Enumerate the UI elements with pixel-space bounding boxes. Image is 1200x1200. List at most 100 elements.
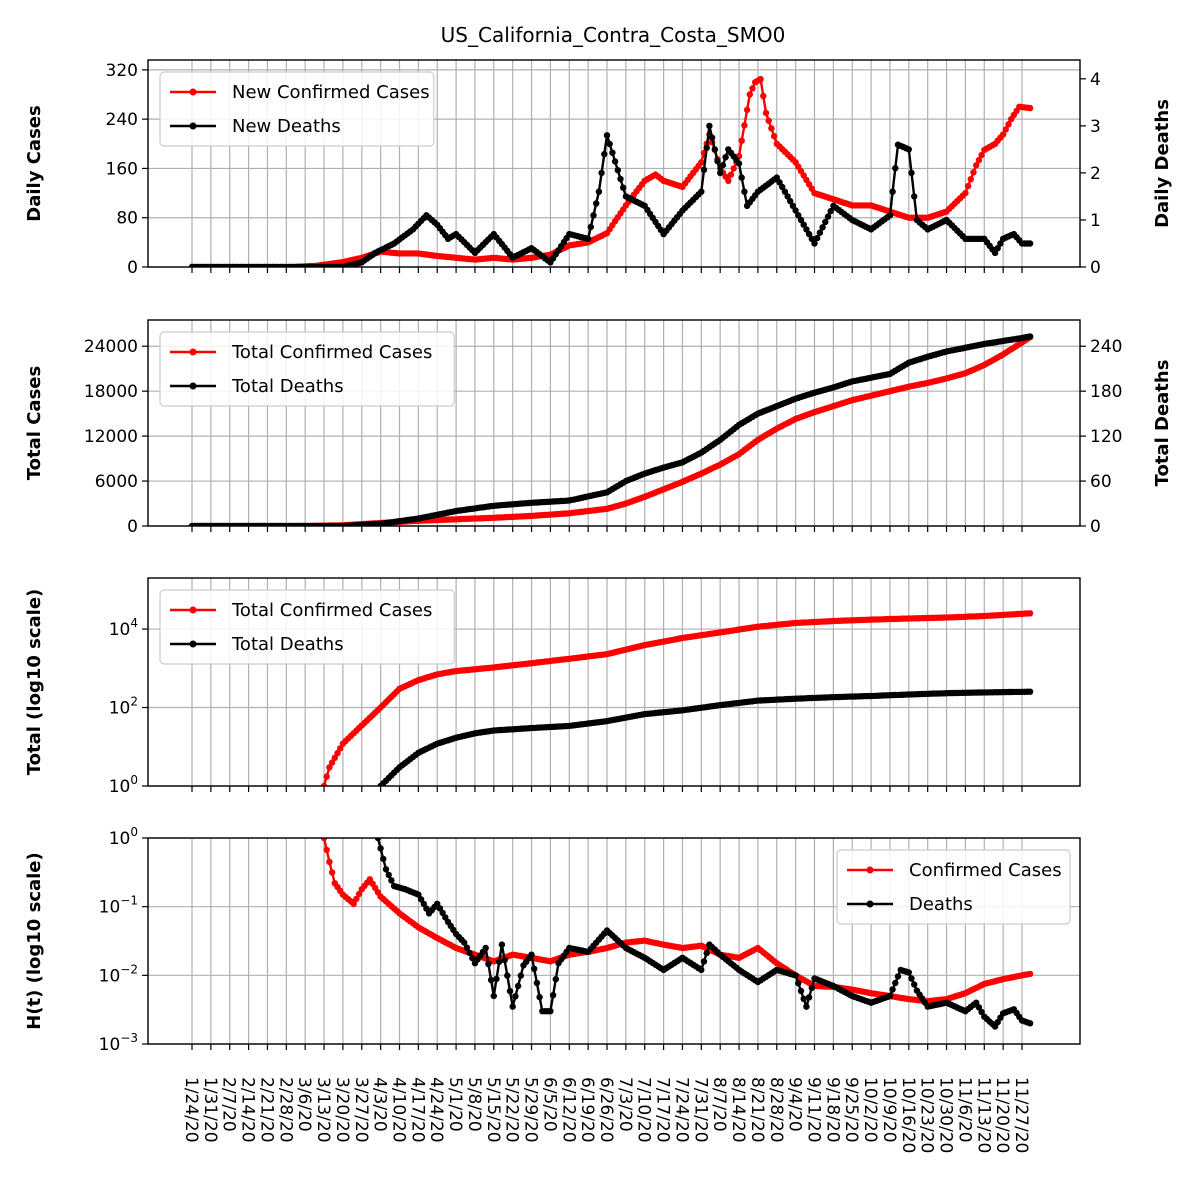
y-right-tick-label: 0 bbox=[1090, 517, 1101, 537]
data-point bbox=[789, 202, 797, 209]
data-point bbox=[698, 966, 705, 974]
legend-swatch-marker bbox=[189, 640, 197, 648]
data-point bbox=[374, 838, 382, 842]
data-point bbox=[975, 157, 983, 164]
y-axis-label-right: Total Deaths bbox=[1152, 360, 1173, 487]
data-point bbox=[741, 122, 748, 129]
x-tick-label: 9/25/20 bbox=[841, 1077, 861, 1143]
data-point bbox=[504, 972, 511, 979]
legend-label: New Confirmed Cases bbox=[232, 82, 430, 103]
data-point bbox=[700, 166, 708, 173]
x-tick-label: 2/7/20 bbox=[219, 1077, 239, 1132]
data-point bbox=[552, 976, 559, 983]
y-tick-label: 10−3 bbox=[99, 1031, 138, 1055]
data-point bbox=[787, 197, 794, 205]
data-point bbox=[606, 140, 613, 148]
data-point bbox=[905, 146, 912, 153]
data-point bbox=[353, 895, 360, 903]
x-tick-label: 8/7/20 bbox=[709, 1077, 729, 1132]
data-point bbox=[420, 900, 427, 908]
legend-swatch-marker bbox=[866, 900, 874, 908]
x-tick-label: 1/31/20 bbox=[200, 1077, 220, 1143]
data-point bbox=[380, 855, 387, 863]
data-point bbox=[964, 182, 972, 190]
data-point bbox=[800, 221, 807, 228]
legend: Total Confirmed Cases Total Deaths bbox=[159, 331, 455, 407]
series-line-1 bbox=[192, 125, 1031, 267]
data-point bbox=[889, 188, 896, 195]
legend: Confirmed Cases Deaths bbox=[836, 849, 1071, 925]
data-point bbox=[493, 975, 500, 983]
data-point bbox=[547, 1008, 554, 1015]
data-point bbox=[512, 993, 519, 1000]
data-point bbox=[601, 150, 608, 158]
data-point bbox=[593, 200, 600, 207]
data-point bbox=[1026, 104, 1034, 112]
data-point bbox=[496, 958, 503, 965]
data-point bbox=[536, 993, 543, 1001]
data-point bbox=[498, 941, 506, 948]
data-point bbox=[757, 75, 764, 83]
axes-frame bbox=[147, 577, 1081, 787]
data-point bbox=[991, 249, 999, 257]
x-tick-label: 6/5/20 bbox=[539, 1077, 559, 1132]
legend-swatch-marker bbox=[189, 88, 197, 96]
data-point bbox=[328, 869, 336, 876]
legend-label: Confirmed Cases bbox=[909, 860, 1062, 881]
y-tick-label: 80 bbox=[116, 209, 138, 229]
data-point bbox=[700, 958, 708, 965]
x-tick-label: 11/13/20 bbox=[973, 1077, 993, 1153]
data-point bbox=[590, 212, 597, 219]
x-tick-label: 6/12/20 bbox=[558, 1077, 578, 1143]
data-point bbox=[698, 188, 705, 195]
data-point bbox=[776, 179, 783, 186]
data-point bbox=[385, 871, 392, 879]
data-point bbox=[808, 984, 815, 992]
y-right-tick-label: 4 bbox=[1090, 70, 1101, 90]
legend-label: Total Deaths bbox=[231, 376, 344, 397]
x-tick-label: 8/21/20 bbox=[747, 1077, 767, 1143]
data-point bbox=[727, 171, 735, 178]
y-right-tick-label: 240 bbox=[1090, 337, 1122, 357]
data-point bbox=[765, 117, 772, 124]
y-right-tick-label: 120 bbox=[1090, 427, 1122, 447]
y-tick-label: 102 bbox=[109, 695, 138, 719]
data-point bbox=[730, 165, 737, 172]
data-point bbox=[595, 188, 603, 195]
data-point bbox=[824, 213, 832, 220]
x-tick-label: 11/6/20 bbox=[954, 1077, 974, 1143]
data-point bbox=[805, 994, 813, 1001]
data-point bbox=[1026, 240, 1034, 247]
data-point bbox=[328, 759, 336, 766]
data-point bbox=[792, 972, 799, 979]
x-tick-label: 9/11/20 bbox=[804, 1077, 824, 1143]
data-point bbox=[803, 1003, 810, 1010]
data-point bbox=[746, 91, 753, 98]
data-point bbox=[463, 944, 471, 951]
x-tick-label: 3/27/20 bbox=[351, 1077, 371, 1143]
x-tick-label: 1/24/20 bbox=[181, 1077, 201, 1143]
axes-frame bbox=[147, 59, 1081, 268]
data-point bbox=[973, 162, 980, 169]
x-tick-label: 3/20/20 bbox=[332, 1077, 352, 1143]
data-point bbox=[334, 749, 341, 757]
data-point bbox=[735, 160, 743, 167]
data-point bbox=[482, 944, 489, 952]
data-point bbox=[822, 218, 829, 226]
x-tick-label: 7/17/20 bbox=[653, 1077, 673, 1143]
data-point bbox=[886, 992, 894, 1000]
data-point bbox=[892, 165, 899, 172]
data-point bbox=[531, 965, 538, 972]
data-point bbox=[1026, 1020, 1034, 1027]
data-point bbox=[749, 85, 756, 92]
data-point bbox=[797, 216, 805, 224]
y-tick-label: 240 bbox=[106, 110, 138, 130]
x-tick-label: 7/3/20 bbox=[615, 1077, 635, 1132]
data-point bbox=[388, 877, 395, 884]
data-point bbox=[770, 132, 778, 140]
x-tick-label: 4/17/20 bbox=[407, 1077, 427, 1143]
data-point bbox=[703, 949, 710, 957]
x-tick-label: 6/19/20 bbox=[577, 1077, 597, 1143]
panel-total: 0 6000 12000 18000 24000 0 60 120 180 240 Total Ca… bbox=[24, 319, 1173, 537]
data-point bbox=[795, 980, 802, 987]
